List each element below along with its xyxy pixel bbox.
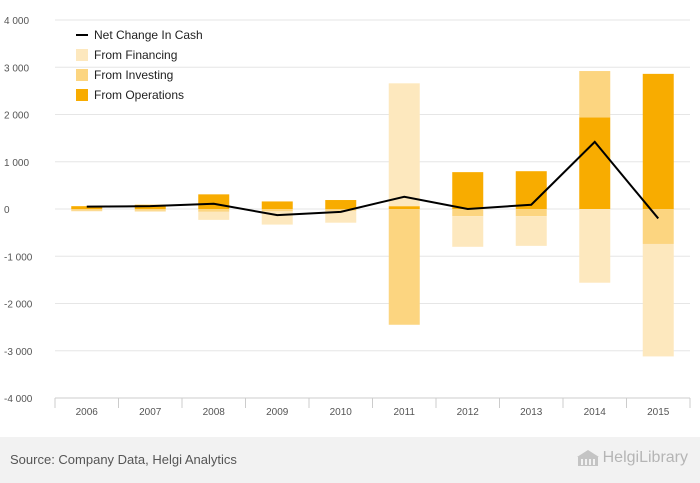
y-tick-label: -1 000 [4, 252, 33, 263]
legend-swatch [76, 89, 88, 101]
net-change-line [86, 140, 660, 220]
bar-from-investing-2015 [642, 209, 674, 244]
bar-from-operations-2010 [325, 200, 357, 209]
x-tick-label: 2015 [647, 407, 670, 418]
x-tick-label: 2006 [76, 407, 99, 418]
source-text: Source: Company Data, Helgi Analytics [10, 452, 237, 467]
bars [71, 71, 674, 357]
bar-from-financing-2006 [71, 210, 103, 212]
building-icon [576, 450, 599, 466]
y-axis-ticks: -4 000 -3 000 -2 000 -1 000 0 1 000 2 000 3 000… [4, 16, 33, 405]
legend-label: From Investing [94, 68, 173, 82]
series-line-net-change-in-cash [86, 140, 660, 220]
x-tick-label: 2007 [139, 407, 162, 418]
y-tick-label: -3 000 [4, 347, 33, 358]
legend: Net Change In Cash From Financing From Inv… [76, 28, 203, 102]
x-axis: 2006 2007 2008 2009 2010 2011 2012 2013 2014 2015 [54, 397, 691, 418]
legend-label: From Operations [94, 88, 184, 102]
bar-from-investing-2009 [261, 209, 293, 212]
bar-from-financing-2015 [642, 243, 674, 357]
x-tick-label: 2008 [203, 407, 226, 418]
bar-from-operations-2009 [261, 201, 293, 209]
bar-from-investing-2010 [325, 209, 357, 211]
y-tick-label: 4 000 [4, 16, 29, 27]
bar-from-financing-2012 [452, 216, 484, 247]
chart: -4 000 -3 000 -2 000 -1 000 0 1 000 2 000 3 000… [4, 16, 691, 418]
footer: Source: Company Data, Helgi Analytics He… [0, 437, 700, 483]
x-tick-label: 2012 [457, 407, 480, 418]
x-tick-label: 2011 [393, 407, 415, 418]
logo-text: HelgiLibrary [602, 449, 688, 466]
bar-from-investing-2006 [71, 209, 103, 211]
bar-from-operations-2013 [515, 171, 547, 209]
y-tick-label: -2 000 [4, 300, 33, 311]
bar-from-operations-2012 [452, 172, 484, 209]
x-tick-label: 2013 [520, 407, 543, 418]
legend-label: Net Change In Cash [94, 28, 203, 42]
bar-from-financing-2008 [198, 211, 230, 220]
y-tick-label: 2 000 [4, 111, 29, 122]
legend-swatch [76, 49, 88, 61]
y-tick-label: 1 000 [4, 158, 29, 169]
bar-from-financing-2014 [579, 209, 611, 283]
bar-from-operations-2011 [388, 206, 420, 209]
bar-from-financing-2011 [388, 83, 420, 207]
x-tick-label: 2010 [330, 407, 353, 418]
bar-from-financing-2013 [515, 216, 547, 246]
bar-from-investing-2011 [388, 209, 420, 325]
x-tick-label: 2009 [266, 407, 289, 418]
x-tick-label: 2014 [584, 407, 607, 418]
legend-label: From Financing [94, 48, 177, 62]
bar-from-investing-2014 [579, 71, 611, 118]
legend-swatch [76, 69, 88, 81]
y-tick-label: 0 [4, 205, 10, 216]
bar-from-operations-2015 [642, 73, 674, 210]
bar-from-investing-2012 [452, 209, 484, 217]
bar-from-financing-2010 [325, 210, 357, 223]
y-tick-label: 3 000 [4, 63, 29, 74]
bar-from-investing-2007 [134, 209, 166, 211]
helgi-library-logo: HelgiLibrary [576, 449, 688, 467]
bar-from-operations-2014 [579, 117, 611, 209]
bar-from-financing-2007 [134, 210, 166, 212]
y-tick-label: -4 000 [4, 394, 33, 405]
bar-from-investing-2008 [198, 209, 230, 212]
bar-from-operations-2006 [71, 206, 103, 209]
bar-from-investing-2013 [515, 209, 547, 217]
bar-from-operations-2008 [198, 194, 230, 209]
